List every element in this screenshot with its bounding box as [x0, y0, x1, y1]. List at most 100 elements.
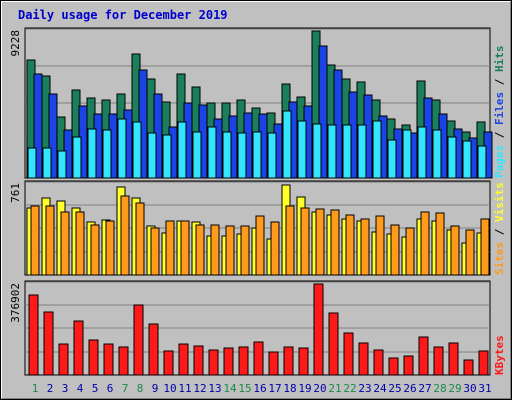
pages-bar [417, 126, 427, 179]
kbytes-bar [298, 347, 309, 376]
kbytes-bar [268, 351, 279, 376]
x-tick-label: 17 [268, 382, 281, 395]
kbytes-bar [478, 350, 489, 376]
sites-bar [150, 227, 160, 276]
kbytes-bar [73, 320, 84, 376]
ylabel-part: Sites [493, 242, 506, 275]
kbytes-bar [178, 343, 189, 376]
pages-bar [372, 120, 382, 179]
pages-bar [72, 136, 82, 179]
pages-bar [222, 131, 232, 179]
kbytes-bar [163, 350, 174, 376]
x-tick-label: 8 [137, 382, 144, 395]
kbytes-bar [358, 342, 369, 376]
pages-bar [192, 131, 202, 179]
pages-bar [297, 120, 307, 179]
sites-bar [345, 214, 355, 276]
x-tick-label: 4 [77, 382, 84, 395]
pages-bar [132, 121, 142, 179]
x-tick-label: 16 [253, 382, 266, 395]
x-tick-label: 10 [163, 382, 176, 395]
sites-bar [435, 212, 445, 276]
x-tick-label: 13 [208, 382, 221, 395]
x-tick-label: 5 [92, 382, 99, 395]
sites-bar [135, 202, 145, 276]
x-tick-label: 14 [223, 382, 237, 395]
kbytes-bar [313, 283, 324, 376]
x-tick-label: 20 [313, 382, 326, 395]
sites-bar [465, 229, 475, 276]
kbytes-bar [418, 336, 429, 376]
x-tick-label: 15 [238, 382, 251, 395]
pages-bar [477, 145, 487, 179]
x-tick-label: 7 [122, 382, 129, 395]
files-bar [33, 73, 43, 179]
sites-bar [375, 215, 385, 276]
kbytes-bar [28, 294, 39, 376]
ylabel-part: Hits [493, 46, 506, 73]
sites-bar [315, 208, 325, 276]
sites-bar [180, 220, 190, 276]
x-tick-label: 6 [107, 382, 114, 395]
kbytes-bar [403, 355, 414, 376]
kbytes-bar [343, 332, 354, 376]
sites-bar [390, 224, 400, 276]
max-label: 9228 [9, 30, 22, 57]
kbytes-bar [58, 343, 69, 376]
sites-bar [285, 205, 295, 276]
pages-bar [102, 129, 112, 179]
sites-bar [240, 225, 250, 276]
x-tick-label: 24 [373, 382, 387, 395]
pages-bar [342, 124, 352, 179]
ylabel-separator: / [493, 125, 506, 145]
ylabel-part: Files [493, 92, 506, 125]
ylabel-separator: / [493, 72, 506, 92]
kbytes-bar [283, 346, 294, 376]
ylabel-separator: / [493, 222, 506, 242]
kbytes-bar [133, 304, 144, 376]
pages-bar [357, 124, 367, 179]
pages-bar [462, 140, 472, 179]
sites-bar [450, 225, 460, 276]
sites-bar [105, 220, 115, 276]
sites-bar [420, 211, 430, 276]
files-bar [333, 69, 343, 179]
kbytes-bar [148, 323, 159, 376]
pages-bar [117, 118, 127, 179]
sites-bar [300, 207, 310, 276]
kbytes-bar [43, 311, 54, 376]
x-tick-label: 27 [418, 382, 431, 395]
pages-bar [252, 131, 262, 179]
kbytes-bar [103, 343, 114, 376]
pages-bar [42, 147, 52, 179]
pages-bar [27, 147, 37, 179]
sites-bar [210, 224, 220, 276]
x-tick-label: 21 [328, 382, 341, 395]
sites-bar [30, 205, 40, 276]
files-bar [318, 45, 328, 179]
max-label: 761 [9, 183, 22, 203]
pages-bar [282, 110, 292, 179]
pages-bar [57, 150, 67, 179]
x-tick-label: 19 [298, 382, 311, 395]
kbytes-bar [223, 347, 234, 376]
x-tick-label: 2 [47, 382, 54, 395]
x-tick-label: 23 [358, 382, 371, 395]
x-tick-label: 26 [403, 382, 416, 395]
x-tick-label: 30 [463, 382, 476, 395]
sites-bar [480, 218, 490, 276]
sites-bar [75, 211, 85, 276]
kbytes-bar [448, 342, 459, 376]
kbytes-bar [388, 357, 399, 376]
ylabel-3: KBytes [493, 335, 506, 375]
kbytes-bar [433, 346, 444, 376]
x-tick-label: 1 [32, 382, 39, 395]
sites-bar [90, 224, 100, 276]
ylabel-part: Visits [493, 182, 506, 222]
files-bar [48, 93, 58, 179]
ylabel-part: KBytes [493, 335, 506, 375]
pages-bar [177, 121, 187, 179]
sites-bar [270, 221, 280, 276]
